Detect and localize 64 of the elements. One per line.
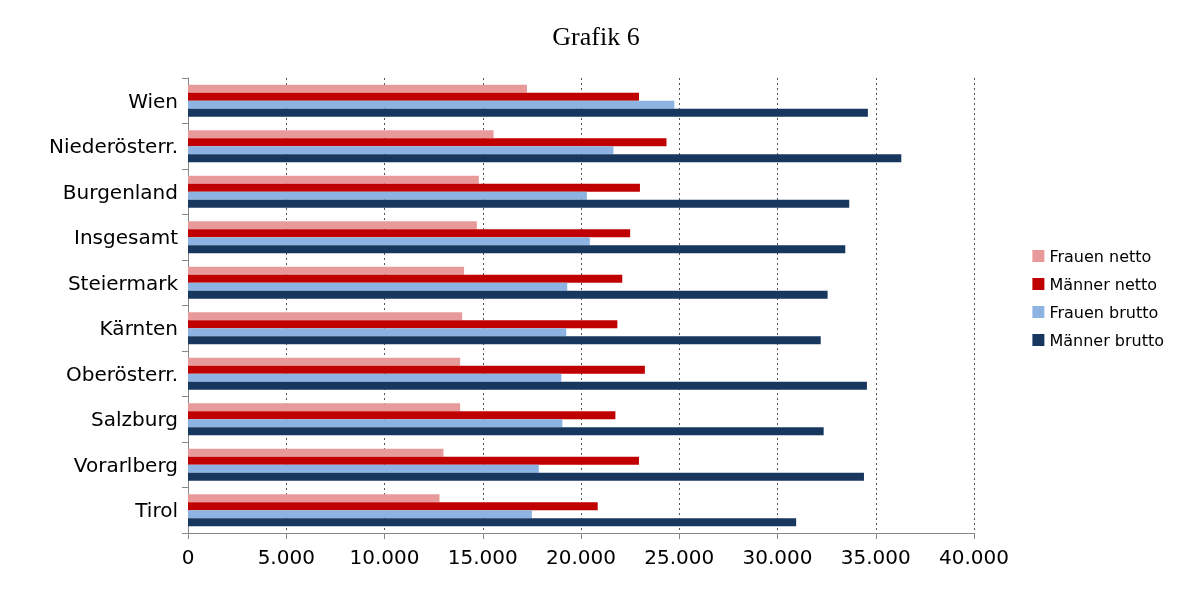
bar [188,448,444,457]
y-tick-label: Tirol [134,498,178,523]
bar [188,336,821,345]
bar [188,365,645,374]
bar [188,419,563,428]
y-tick-label: Niederösterr. [48,134,178,159]
bar [188,138,667,147]
bar [188,472,864,481]
x-tick-label: 25.000 [644,545,715,569]
bar [188,199,850,208]
y-tick-label: Vorarlberg [73,452,178,477]
bar [188,266,465,275]
x-tick-label: 15.000 [447,545,518,569]
bar [188,320,618,329]
chart-title: Grafik 6 [552,21,640,51]
x-tick-label: 35.000 [840,545,911,569]
x-tick-label: 20.000 [546,545,616,569]
bar [188,92,639,101]
bar [188,183,640,192]
bar [188,464,539,473]
bar [188,154,902,163]
bar [188,175,479,184]
bar [188,108,868,117]
bar [188,373,562,382]
x-tick-label: 10.000 [349,545,420,569]
bar [188,191,587,200]
x-tick-label: 5.000 [257,545,315,569]
y-tick-label: Oberösterr. [66,361,178,386]
x-tick-label: 40.000 [939,545,1009,569]
bar [188,312,463,321]
bar [188,245,846,254]
legend-label: Frauen brutto [1049,302,1159,322]
bar [188,357,461,366]
bar [188,274,623,283]
bar [188,510,532,519]
legend-label: Männer brutto [1049,330,1164,350]
bar [188,328,567,337]
legend-label: Männer netto [1049,274,1158,294]
bar [188,381,867,390]
bar [188,427,824,436]
y-tick-label: Salzburg [91,407,178,432]
bar [188,229,631,238]
bar [188,237,590,246]
bar [188,502,598,511]
bar [188,403,461,412]
y-tick-label: Burgenland [62,179,178,204]
bar [188,146,614,155]
bar [188,518,797,527]
bar [188,84,527,93]
bar [188,100,675,109]
bar [188,130,494,139]
y-tick-label: Steiermark [67,270,179,295]
y-tick-label: Wien [128,88,178,113]
bar [188,290,828,299]
legend-label: Frauen netto [1049,246,1152,266]
bar [188,282,568,291]
x-tick-label: 0 [181,545,195,569]
bar [188,411,616,420]
y-tick-label: Insgesamt [74,225,179,250]
y-tick-label: Kärnten [99,316,178,341]
bar [188,494,440,503]
bar [188,456,639,465]
bar [188,221,477,230]
x-tick-label: 30.000 [742,545,813,569]
